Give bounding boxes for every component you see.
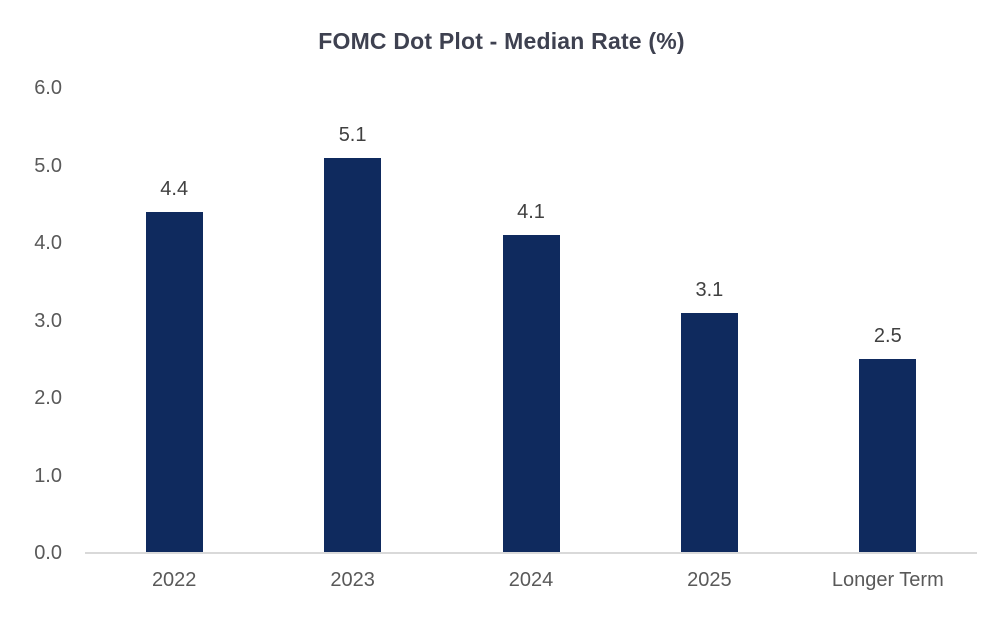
bar-value-label: 4.1	[517, 201, 545, 224]
y-axis-tick-label: 0.0	[34, 542, 62, 564]
bar-value-label: 5.1	[338, 123, 367, 146]
bar-value-label: 2.5	[873, 325, 902, 348]
bar-value-label: 3.1	[695, 278, 724, 301]
bar-value-label: 4.4	[160, 178, 189, 200]
y-axis-tick-label: 6.0	[34, 77, 62, 99]
bar	[859, 359, 917, 553]
y-axis-tick-label: 5.0	[34, 154, 62, 177]
y-axis-tick-label: 4.0	[34, 232, 62, 254]
bar	[324, 157, 382, 553]
x-axis-category-label: 2022	[151, 569, 197, 591]
x-axis-category-label: 2023	[330, 569, 375, 591]
x-axis-category-label: Longer Term	[831, 569, 944, 591]
bar	[680, 312, 738, 553]
y-axis-tick-label: 3.0	[34, 309, 62, 332]
y-axis-tick-label: 1.0	[34, 464, 62, 487]
bar	[502, 235, 560, 553]
y-axis-tick-label: 2.0	[34, 387, 62, 409]
x-axis-category-label: 2024	[508, 569, 554, 591]
x-axis-line	[85, 552, 977, 554]
x-axis-category-label: 2025	[687, 569, 732, 591]
chart-title: FOMC Dot Plot - Median Rate (%)	[318, 28, 685, 54]
bar	[145, 212, 203, 553]
